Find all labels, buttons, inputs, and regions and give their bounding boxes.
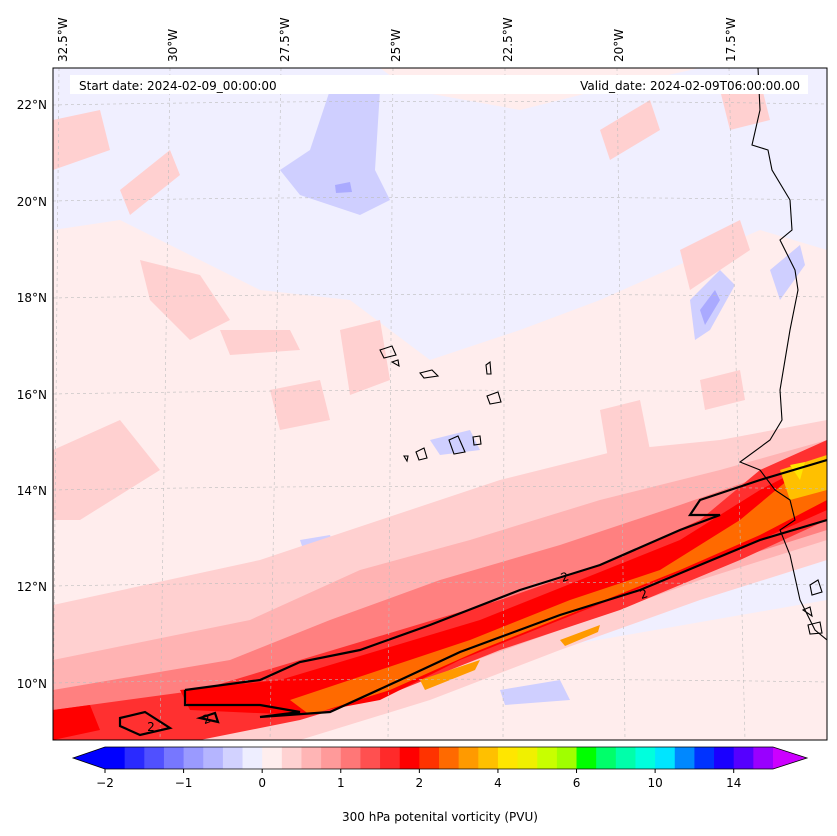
- colorbar-cell: [360, 747, 381, 769]
- colorbar-cell: [478, 747, 499, 769]
- lat-label: 10°N: [17, 677, 47, 691]
- pv-band: [53, 420, 827, 740]
- colorbar-cell: [576, 747, 597, 769]
- colorbar-cell: [380, 747, 401, 769]
- colorbar-cell: [163, 747, 185, 769]
- date-header-box: [70, 75, 808, 94]
- lon-label: 27.5°W: [278, 17, 292, 62]
- colorbar-cells: [105, 747, 774, 769]
- graticule: [53, 68, 827, 740]
- colorbar-cell: [714, 747, 735, 769]
- colorbar-cell: [203, 747, 224, 769]
- colorbar-tick-label: −1: [175, 776, 193, 790]
- colorbar-cell: [301, 747, 322, 769]
- lat-label: 20°N: [17, 195, 47, 209]
- lon-label: 30°W: [166, 29, 180, 62]
- colorbar-tick-label: 14: [726, 776, 741, 790]
- colorbar-cell: [753, 747, 774, 769]
- colorbar-tick-label: 1: [337, 776, 345, 790]
- lat-label: 16°N: [17, 388, 47, 402]
- colorbar-cell: [497, 747, 519, 769]
- colorbar-cell: [399, 747, 420, 769]
- colorbar-cell: [556, 747, 578, 769]
- colorbar-cell: [340, 747, 361, 769]
- lat-label: 18°N: [17, 291, 47, 305]
- lon-label: 20°W: [612, 29, 626, 62]
- colorbar-cell: [222, 747, 244, 769]
- colorbar-cell: [674, 747, 695, 769]
- lat-label: 22°N: [17, 98, 47, 112]
- colorbar-cell: [144, 747, 165, 769]
- colorbar-cell: [124, 747, 145, 769]
- colorbar-cell: [655, 747, 676, 769]
- colorbar-cell: [694, 747, 715, 769]
- colorbar-tick-label: 6: [573, 776, 581, 790]
- colorbar-ticks: −2 −1 0 1 2 4 6 10 14: [96, 769, 741, 790]
- valid-date-text: Valid_date: 2024-02-09T06:00:00.00: [580, 79, 800, 93]
- colorbar-cell: [458, 747, 479, 769]
- pv-2-contour: [118, 458, 827, 737]
- map-panel: [53, 68, 827, 740]
- colorbar-cell: [733, 747, 754, 769]
- colorbar-cell: [537, 747, 558, 769]
- colorbar-cell: [596, 747, 617, 769]
- colorbar-extend-max: [773, 747, 807, 769]
- colorbar-tick-label: 0: [258, 776, 266, 790]
- map-frame: [52, 67, 828, 741]
- start-date-text: Start date: 2024-02-09_00:00:00: [79, 79, 277, 93]
- contour-label: 2: [201, 711, 213, 727]
- colorbar: −2 −1 0 1 2 4 6 10 14 300 hPa potenital vorticit…: [71, 746, 809, 824]
- colorbar-cell: [105, 747, 126, 769]
- colorbar-cell: [615, 747, 636, 769]
- colorbar-cell: [281, 747, 302, 769]
- coastlines: [379, 68, 827, 641]
- lon-label: 32.5°W: [56, 17, 70, 62]
- colorbar-label: 300 hPa potenital vorticity (PVU): [342, 810, 538, 824]
- colorbar-tick-label: 4: [494, 776, 502, 790]
- contour-label: 2: [147, 720, 155, 734]
- lat-label: 14°N: [17, 484, 47, 498]
- colorbar-cell: [242, 747, 263, 769]
- colorbar-cell: [262, 747, 283, 769]
- low-pv-streaks: [53, 80, 770, 520]
- colorbar-cell: [635, 747, 656, 769]
- lon-label: 17.5°W: [724, 17, 738, 62]
- contour-label: 2: [559, 569, 571, 585]
- colorbar-cell: [321, 747, 342, 769]
- lon-label: 25°W: [389, 29, 403, 62]
- colorbar-tick-label: −2: [96, 776, 114, 790]
- colorbar-tick-label: 10: [647, 776, 662, 790]
- colorbar-tick-label: 2: [416, 776, 424, 790]
- colorbar-extend-min: [73, 747, 105, 769]
- longitude-labels: 32.5°W 30°W 27.5°W 25°W 22.5°W 20°W 17.5…: [56, 17, 738, 62]
- lon-label: 22.5°W: [501, 17, 515, 62]
- colorbar-cell: [517, 747, 538, 769]
- colorbar-cell: [439, 747, 460, 769]
- lat-label: 12°N: [17, 580, 47, 594]
- latitude-labels: 22°N 20°N 18°N 16°N 14°N 12°N 10°N: [17, 98, 47, 691]
- colorbar-cell: [419, 747, 440, 769]
- contour-label: 2: [638, 586, 650, 602]
- colorbar-cell: [183, 747, 204, 769]
